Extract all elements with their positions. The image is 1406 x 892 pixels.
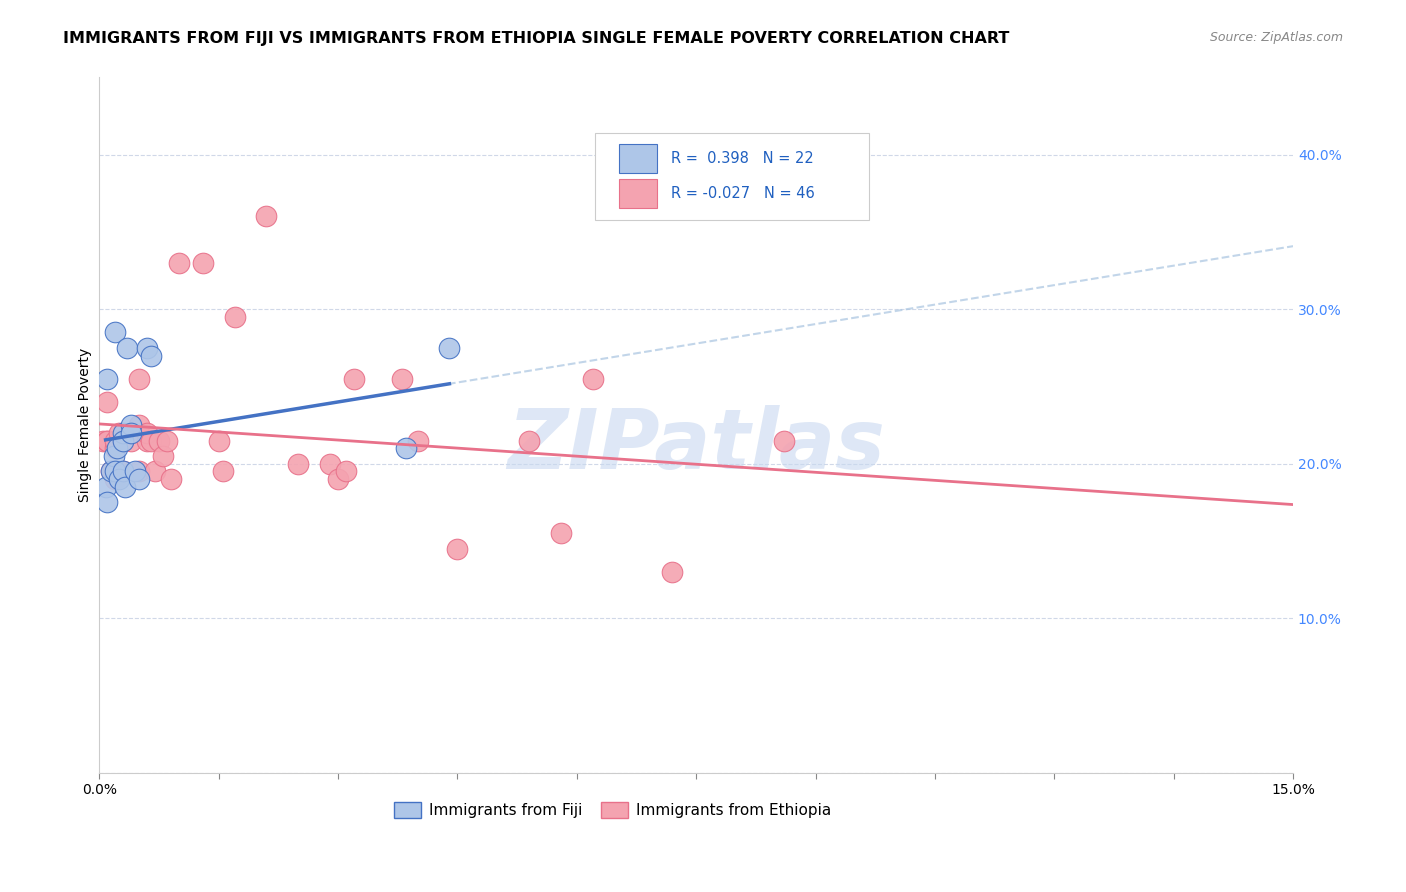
Point (661, 565, 683, 579)
Point (446, 541, 468, 556)
Point (112, 434, 135, 448)
Point (120, 418, 142, 433)
Point (319, 457, 342, 471)
Point (120, 425, 142, 440)
Point (143, 465, 166, 479)
Point (152, 449, 174, 463)
Bar (619, 145, 657, 173)
Point (139, 349, 162, 363)
Text: R = -0.027   N = 46: R = -0.027 N = 46 (671, 186, 815, 201)
Point (104, 472, 127, 486)
Point (103, 449, 125, 463)
Point (94, 480, 117, 494)
Point (105, 442, 128, 456)
Point (517, 434, 540, 448)
Point (104, 326, 127, 340)
Point (326, 472, 349, 486)
Text: Source: ZipAtlas.com: Source: ZipAtlas.com (1209, 31, 1343, 45)
Point (391, 372, 413, 386)
Y-axis label: Single Female Poverty: Single Female Poverty (79, 348, 93, 502)
FancyBboxPatch shape (595, 133, 869, 220)
Point (772, 434, 794, 448)
Point (104, 434, 127, 448)
Point (104, 465, 127, 479)
Point (207, 434, 229, 448)
Point (120, 425, 142, 440)
Text: R =  0.398   N = 22: R = 0.398 N = 22 (671, 152, 814, 166)
Point (136, 434, 159, 448)
Point (139, 434, 162, 448)
Point (100, 465, 122, 479)
Point (128, 418, 150, 433)
Point (96, 372, 118, 386)
Point (156, 434, 179, 448)
Point (112, 434, 135, 448)
Point (96, 434, 118, 448)
Point (167, 256, 190, 270)
Point (115, 341, 138, 355)
Point (114, 480, 136, 494)
Text: IMMIGRANTS FROM FIJI VS IMMIGRANTS FROM ETHIOPIA SINGLE FEMALE POVERTY CORRELATI: IMMIGRANTS FROM FIJI VS IMMIGRANTS FROM … (63, 31, 1010, 46)
Point (104, 442, 127, 456)
Text: ZIPatlas: ZIPatlas (508, 406, 884, 486)
Point (120, 434, 142, 448)
Point (211, 465, 233, 479)
Point (582, 372, 605, 386)
Point (128, 472, 150, 486)
Point (128, 372, 150, 386)
Point (254, 210, 277, 224)
Point (112, 465, 135, 479)
Point (550, 526, 572, 541)
Point (160, 472, 183, 486)
Point (108, 472, 131, 486)
Point (112, 465, 135, 479)
Point (406, 434, 429, 448)
Bar (619, 179, 657, 208)
Point (136, 341, 159, 355)
Point (112, 434, 135, 448)
Point (287, 457, 309, 471)
Point (112, 425, 135, 440)
Point (108, 425, 131, 440)
Point (224, 310, 246, 324)
Point (96, 434, 118, 448)
Point (128, 465, 150, 479)
Point (96, 495, 118, 509)
Point (120, 425, 142, 440)
Legend: Immigrants from Fiji, Immigrants from Ethiopia: Immigrants from Fiji, Immigrants from Et… (388, 796, 838, 824)
Point (148, 434, 170, 448)
Point (191, 256, 214, 270)
Point (112, 434, 135, 448)
Point (335, 465, 357, 479)
Point (439, 341, 461, 355)
Point (96, 395, 118, 409)
Point (91, 434, 114, 448)
Point (136, 425, 159, 440)
Point (395, 442, 418, 456)
Point (343, 372, 366, 386)
Point (100, 465, 122, 479)
Point (124, 465, 146, 479)
